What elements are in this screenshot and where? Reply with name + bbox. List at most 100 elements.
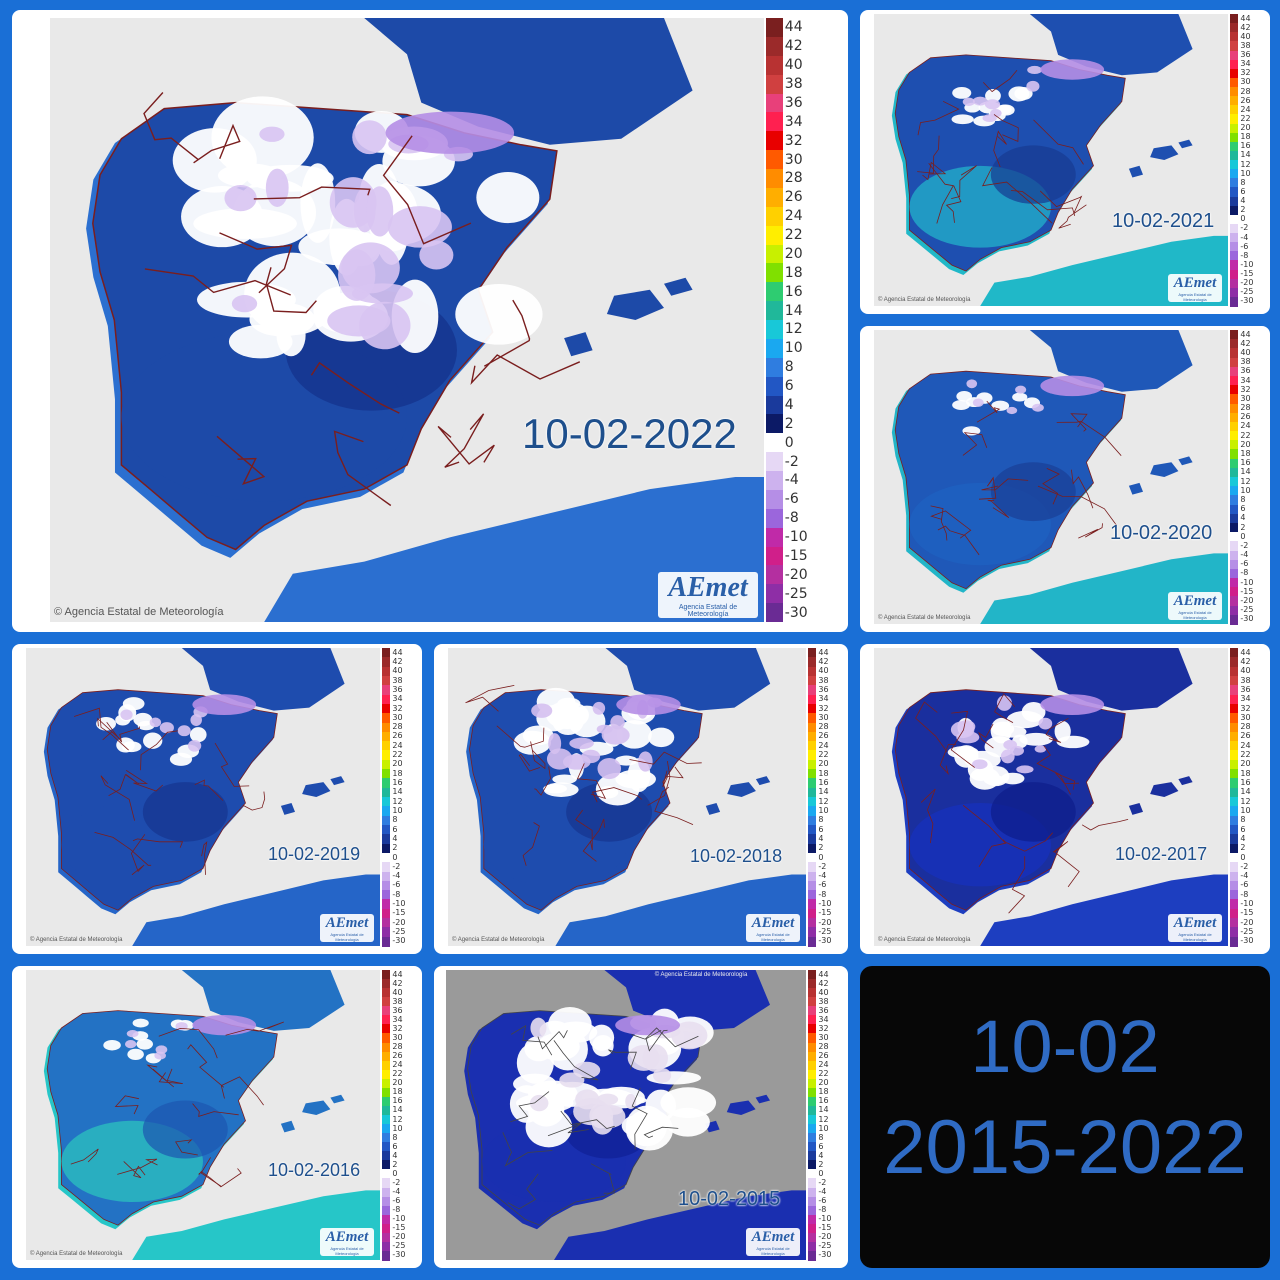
map-svg [891,330,1228,624]
legend-label: 32 [1240,703,1251,713]
legend-swatch [766,74,783,94]
balearic-island-2 [1178,139,1193,149]
legend-label: 38 [392,675,403,685]
north-africa-landmass [980,874,1228,946]
cold-lilac-area [352,120,387,155]
legend-swatch [382,871,391,882]
legend-label: -2 [1240,861,1249,871]
legend-swatch [808,890,817,901]
north-africa-landmass [264,477,764,622]
legend-label: 18 [1240,132,1251,142]
legend-label: 16 [818,778,829,788]
legend-label: -10 [1240,899,1254,909]
legend-label: 38 [818,996,829,1006]
legend-label: -4 [818,1187,827,1197]
province-border [993,130,1007,168]
province-border [216,435,266,486]
legend-swatch [1230,477,1239,487]
aemet-logo-subtitle: Agencia Estatal de Meteorología [1178,292,1212,302]
frost-area [952,87,972,99]
legend-swatch [808,741,817,752]
legend-label: 30 [392,712,403,722]
legend-swatch [1230,269,1239,280]
legend-label: -2 [818,861,827,871]
legend-label: 32 [1240,68,1251,78]
province-border [645,1029,668,1052]
legend-label: -4 [784,472,799,489]
cold-lilac-area [972,96,988,106]
legend-label: 6 [818,1141,824,1151]
legend-swatch [1230,59,1239,70]
legend-swatch [382,1051,391,1062]
legend-swatch [766,169,783,188]
legend-swatch [808,815,817,826]
legend-label: -4 [1240,871,1249,881]
aemet-logo-mark: AEmet [1173,915,1217,931]
frost-area [952,399,971,410]
legend-swatch [1230,105,1239,116]
map-area [874,648,1228,946]
province-border [917,135,940,174]
map-area [26,648,380,946]
legend-label: 4 [1240,513,1246,523]
frost-area [136,1038,153,1050]
cold-lilac-area [120,709,133,721]
legend-label: 36 [1240,366,1251,376]
legend-label: 30 [392,1032,403,1042]
frost-area [598,785,619,799]
cold-lilac-area [642,1044,668,1072]
legend-label: 34 [1240,375,1251,385]
legend-label: 36 [1240,50,1251,60]
legend-swatch [808,1096,817,1107]
legend-label: 32 [392,703,403,713]
legend-label: 14 [1240,787,1251,797]
legend-swatch [808,1105,817,1116]
frost-area [951,114,974,125]
cold-lilac-area [569,737,594,750]
map-panel-2020: 10-02-2020 44 42 40 38 36 34 32 30 28 26 24 22 20 18 16… [860,326,1270,632]
legend-label: 44 [818,647,829,657]
legend-label: 32 [818,1023,829,1033]
legend-label: -30 [1240,936,1254,946]
legend-label: 36 [818,1005,829,1015]
legend-label: -6 [392,880,401,890]
cold-lilac-area [359,301,411,350]
province-border [483,299,531,367]
legend-label: 38 [1240,40,1251,50]
province-border [981,167,1053,224]
legend-swatch [1230,843,1239,854]
map-panel-2017: 10-02-2017 44 42 40 38 36 34 32 30 28 26 24 22 20 18 16… [860,644,1270,954]
province-border [537,1030,568,1050]
aemet-logo-mark: AEmet [751,915,795,931]
legend-swatch [1230,918,1239,929]
legend-label: 26 [784,189,803,206]
legend-swatch [382,1115,391,1125]
legend-label: 18 [818,1087,829,1097]
pyrenees-cold-area [1040,59,1105,80]
color-legend: 44 42 40 38 36 34 32 30 28 26 24 22 20 18 16 14 12 10 8 6 4 2… [808,969,846,1261]
province-border [950,710,975,768]
legend-label: 2 [392,843,398,853]
legend-swatch [1230,150,1239,161]
north-africa-landmass [554,1190,806,1260]
legend-label: -2 [784,453,799,470]
frost-area [985,88,1001,103]
legend-label: 44 [818,969,829,979]
legend-swatch [808,908,817,919]
color-legend: 44 42 40 38 36 34 32 30 28 26 24 22 20 18 16 14 12 10 8 6 4 2… [1230,648,1268,947]
legend-swatch [382,1087,391,1098]
legend-swatch [1230,205,1239,216]
province-border [937,525,980,556]
province-border [553,1040,599,1081]
legend-label: 28 [1240,403,1251,413]
legend-swatch [382,1096,391,1107]
legend-swatch [766,338,783,358]
map-svg [43,648,380,946]
legend-label: 6 [818,824,824,834]
frost-area [143,732,163,749]
cold-lilac-area [984,99,1001,110]
legend-swatch [808,1051,817,1062]
legend-swatch [382,787,391,798]
legend-swatch [382,750,391,761]
legend-label: 12 [818,1114,829,1124]
